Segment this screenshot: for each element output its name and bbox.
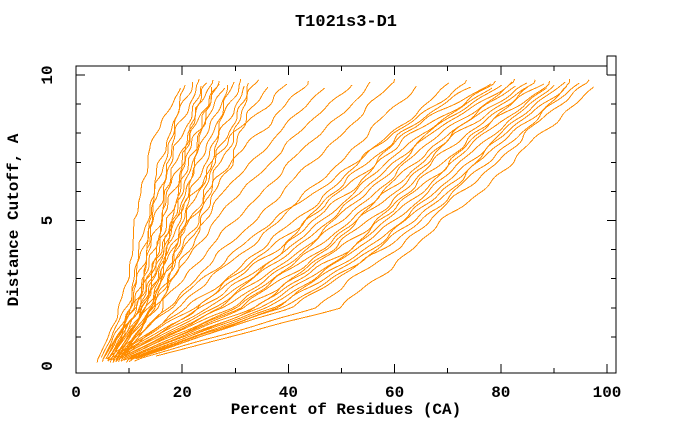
model-curve bbox=[120, 79, 259, 362]
model-curve bbox=[107, 79, 467, 362]
model-curve bbox=[125, 87, 547, 363]
plot-frame bbox=[75, 55, 617, 374]
x-tick-label: 80 bbox=[491, 384, 510, 402]
model-curve bbox=[112, 87, 493, 363]
y-axis-label: Distance Cutoff, A bbox=[5, 133, 23, 307]
model-curve bbox=[133, 84, 555, 358]
model-curve bbox=[131, 86, 528, 357]
model-curve bbox=[121, 82, 527, 360]
model-curve bbox=[114, 84, 353, 358]
model-curve bbox=[155, 86, 594, 357]
model-curve bbox=[125, 85, 516, 358]
model-curve bbox=[115, 81, 371, 360]
axis-ticks bbox=[76, 66, 616, 373]
model-curve bbox=[118, 78, 396, 362]
model-curve bbox=[102, 78, 200, 362]
model-curve bbox=[134, 79, 590, 362]
model-curve bbox=[114, 84, 229, 358]
model-curve bbox=[103, 83, 288, 359]
model-curve bbox=[115, 81, 235, 360]
x-tick-label: 0 bbox=[71, 384, 81, 402]
model-curve bbox=[128, 83, 545, 359]
model-curve bbox=[102, 81, 194, 360]
model-curve bbox=[124, 85, 417, 358]
model-curve bbox=[114, 86, 471, 357]
model-curve bbox=[135, 82, 580, 360]
x-tick-label: 60 bbox=[385, 384, 404, 402]
y-tick-label: 10 bbox=[39, 65, 57, 84]
model-curve bbox=[106, 82, 449, 360]
model-curve bbox=[115, 78, 516, 363]
x-tick-label: 40 bbox=[279, 384, 298, 402]
y-tick-label: 5 bbox=[39, 216, 57, 226]
model-curve bbox=[110, 87, 326, 363]
model-curve bbox=[120, 79, 536, 362]
model-curve bbox=[123, 86, 269, 357]
model-curve bbox=[110, 80, 496, 361]
x-tick-label: 20 bbox=[173, 384, 192, 402]
model-curve bbox=[113, 83, 492, 359]
x-axis-label: Percent of Residues (CA) bbox=[230, 401, 462, 419]
model-curve bbox=[119, 82, 249, 360]
model-curve bbox=[109, 87, 213, 357]
x-tick-label: 100 bbox=[593, 384, 622, 402]
chart-title: T1021s3-D1 bbox=[294, 13, 398, 32]
model-curve bbox=[100, 84, 186, 358]
model-curve bbox=[96, 87, 181, 363]
y-tick-label: 0 bbox=[39, 361, 57, 371]
model-curve bbox=[107, 80, 309, 361]
model-curve bbox=[141, 85, 568, 358]
model-curve bbox=[118, 84, 503, 358]
